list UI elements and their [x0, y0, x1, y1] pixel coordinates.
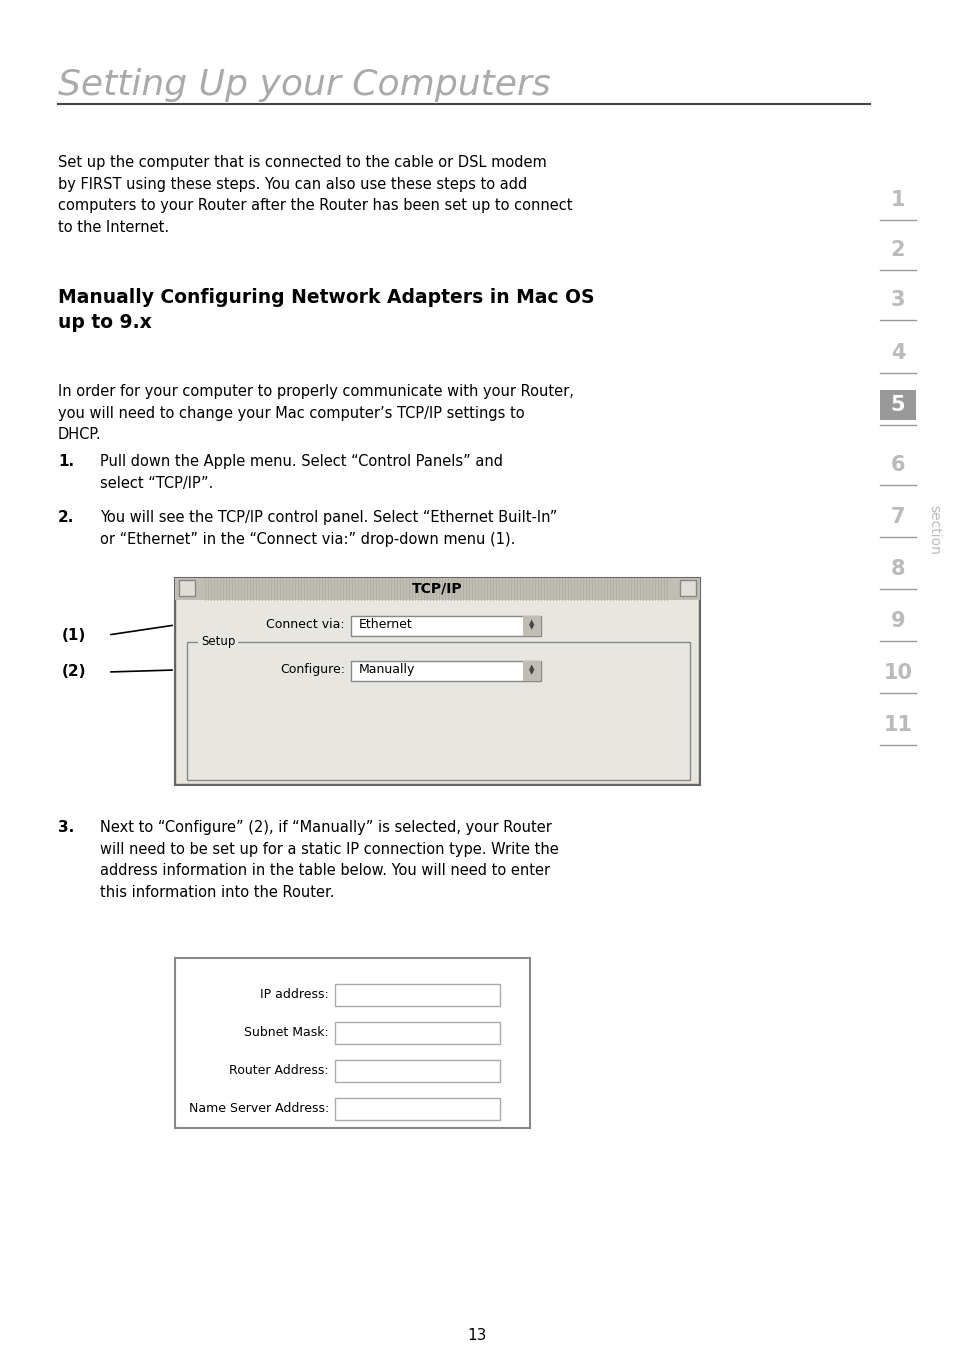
Bar: [174, 578, 700, 600]
Text: Setting Up your Computers: Setting Up your Computers: [58, 68, 550, 102]
Bar: [522, 661, 540, 682]
Text: Configure:: Configure:: [280, 664, 345, 676]
Text: 1: 1: [890, 189, 904, 210]
Text: IP address:: IP address:: [260, 988, 329, 1002]
Text: Setup: Setup: [201, 635, 235, 649]
Bar: [335, 1060, 499, 1082]
Text: (2): (2): [62, 665, 87, 680]
Text: Manually Configuring Network Adapters in Mac OS: Manually Configuring Network Adapters in…: [58, 288, 594, 307]
Text: (1): (1): [62, 627, 86, 642]
Text: TCP/IP: TCP/IP: [412, 582, 462, 596]
Text: Set up the computer that is connected to the cable or DSL modem
by FIRST using t: Set up the computer that is connected to…: [58, 155, 572, 234]
Text: 5: 5: [890, 395, 904, 414]
Bar: [179, 581, 194, 596]
Text: Name Server Address:: Name Server Address:: [189, 1103, 329, 1115]
Text: Manually: Manually: [358, 664, 415, 676]
Text: 10: 10: [882, 662, 911, 683]
Text: In order for your computer to properly communicate with your Router,
you will ne: In order for your computer to properly c…: [58, 384, 574, 442]
Bar: [679, 581, 696, 596]
Bar: [879, 390, 915, 420]
Bar: [335, 1099, 499, 1120]
Text: ▲
▼: ▲ ▼: [529, 620, 534, 631]
Text: Next to “Configure” (2), if “Manually” is selected, your Router
will need to be : Next to “Configure” (2), if “Manually” i…: [100, 821, 558, 900]
Text: up to 9.x: up to 9.x: [58, 313, 152, 333]
Bar: [174, 578, 700, 785]
Text: 9: 9: [890, 611, 904, 631]
Text: Router Address:: Router Address:: [229, 1065, 329, 1078]
Bar: [351, 616, 540, 637]
Text: Connect via:: Connect via:: [266, 619, 345, 631]
Text: 2.: 2.: [58, 510, 74, 525]
Bar: [177, 600, 698, 782]
Text: You will see the TCP/IP control panel. Select “Ethernet Built-In”
or “Ethernet” : You will see the TCP/IP control panel. S…: [100, 510, 557, 547]
Text: 8: 8: [890, 559, 904, 579]
Bar: [522, 616, 540, 637]
Bar: [351, 661, 540, 682]
Text: 2: 2: [890, 240, 904, 260]
Text: 3: 3: [890, 290, 904, 309]
Text: Pull down the Apple menu. Select “Control Panels” and
select “TCP/IP”.: Pull down the Apple menu. Select “Contro…: [100, 454, 502, 491]
Text: Ethernet: Ethernet: [358, 619, 413, 631]
Bar: [335, 984, 499, 1006]
Text: section: section: [926, 506, 940, 555]
Bar: [335, 1022, 499, 1044]
Text: 6: 6: [890, 455, 904, 474]
Text: 13: 13: [467, 1328, 486, 1343]
Text: 3.: 3.: [58, 821, 74, 836]
Bar: [174, 958, 530, 1129]
Text: ▲
▼: ▲ ▼: [529, 665, 534, 676]
Text: 1.: 1.: [58, 454, 74, 469]
Bar: [187, 642, 689, 780]
Text: Subnet Mask:: Subnet Mask:: [244, 1026, 329, 1040]
Text: 4: 4: [890, 343, 904, 363]
Text: 11: 11: [882, 716, 911, 735]
Text: 7: 7: [890, 507, 904, 527]
